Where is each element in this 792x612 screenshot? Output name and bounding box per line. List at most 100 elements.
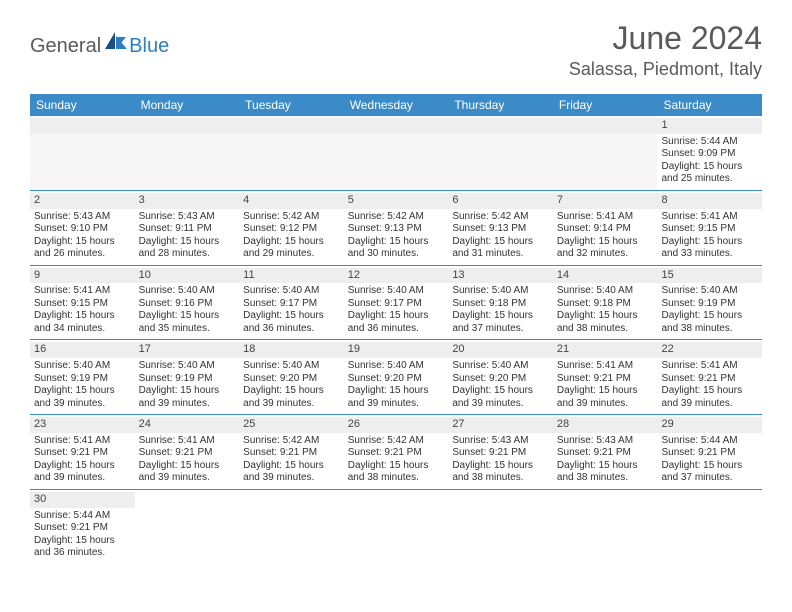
day-number: 18: [239, 342, 344, 358]
sunrise-text: Sunrise: 5:44 AM: [34, 510, 131, 523]
sunrise-text: Sunrise: 5:41 AM: [139, 435, 236, 448]
day-cell: 16 Sunrise: 5:40 AMSunset: 9:19 PMDayligh…: [30, 340, 135, 414]
day-cell: 15Sunrise: 5:40 AMSunset: 9:19 PMDayligh…: [657, 266, 762, 340]
day-number: 15: [657, 268, 762, 284]
day-header: Wednesday: [344, 94, 449, 116]
day-header: Tuesday: [239, 94, 344, 116]
daylight-text: Daylight: 15 hours and 37 minutes.: [452, 310, 549, 335]
sunrise-text: Sunrise: 5:40 AM: [243, 360, 340, 373]
sunrise-text: Sunrise: 5:40 AM: [348, 360, 445, 373]
day-cell: 23Sunrise: 5:41 AMSunset: 9:21 PMDayligh…: [30, 415, 135, 489]
day-number: 28: [553, 417, 658, 433]
day-cell: 6Sunrise: 5:42 AMSunset: 9:13 PMDaylight…: [448, 191, 553, 265]
sunrise-text: Sunrise: 5:40 AM: [139, 360, 236, 373]
sunset-text: Sunset: 9:21 PM: [34, 447, 131, 460]
day-cell: 14Sunrise: 5:40 AMSunset: 9:18 PMDayligh…: [553, 266, 658, 340]
day-number: 24: [135, 417, 240, 433]
day-cell: 19Sunrise: 5:40 AMSunset: 9:20 PMDayligh…: [344, 340, 449, 414]
daylight-text: Daylight: 15 hours and 39 minutes.: [34, 385, 131, 410]
sunset-text: Sunset: 9:19 PM: [34, 373, 131, 386]
daylight-text: Daylight: 15 hours and 37 minutes.: [661, 460, 758, 485]
sunset-text: Sunset: 9:19 PM: [661, 298, 758, 311]
day-cell: 29Sunrise: 5:44 AMSunset: 9:21 PMDayligh…: [657, 415, 762, 489]
day-cell: [344, 116, 449, 190]
sunrise-text: Sunrise: 5:42 AM: [243, 211, 340, 224]
sunset-text: Sunset: 9:21 PM: [661, 447, 758, 460]
day-cell: 24Sunrise: 5:41 AMSunset: 9:21 PMDayligh…: [135, 415, 240, 489]
daylight-text: Daylight: 15 hours and 35 minutes.: [139, 310, 236, 335]
daylight-text: Daylight: 15 hours and 36 minutes.: [34, 535, 131, 560]
day-cell: 9Sunrise: 5:41 AMSunset: 9:15 PMDaylight…: [30, 266, 135, 340]
sunrise-text: Sunrise: 5:41 AM: [557, 211, 654, 224]
day-number: 22: [657, 342, 762, 358]
sunrise-text: Sunrise: 5:42 AM: [348, 211, 445, 224]
week-row: 23Sunrise: 5:41 AMSunset: 9:21 PMDayligh…: [30, 415, 762, 490]
day-cell: 26Sunrise: 5:42 AMSunset: 9:21 PMDayligh…: [344, 415, 449, 489]
day-cell: 4 Sunrise: 5:42 AMSunset: 9:12 PMDaylight…: [239, 191, 344, 265]
logo-text-general: General: [30, 35, 101, 58]
day-number: 9: [30, 268, 135, 284]
week-row: 30Sunrise: 5:44 AMSunset: 9:21 PMDayligh…: [30, 490, 762, 564]
sunset-text: Sunset: 9:21 PM: [139, 447, 236, 460]
sunset-text: Sunset: 9:20 PM: [348, 373, 445, 386]
daylight-text: Daylight: 15 hours and 39 minutes.: [661, 385, 758, 410]
sail-icon: [105, 32, 127, 55]
daylight-text: Daylight: 15 hours and 29 minutes.: [243, 236, 340, 261]
day-number: 10: [135, 268, 240, 284]
day-number: 8: [657, 193, 762, 209]
daylight-text: Daylight: 15 hours and 38 minutes.: [348, 460, 445, 485]
sunset-text: Sunset: 9:14 PM: [557, 223, 654, 236]
sunset-text: Sunset: 9:18 PM: [452, 298, 549, 311]
daylight-text: Daylight: 15 hours and 39 minutes.: [34, 460, 131, 485]
day-cell: 28Sunrise: 5:43 AMSunset: 9:21 PMDayligh…: [553, 415, 658, 489]
sunset-text: Sunset: 9:18 PM: [557, 298, 654, 311]
day-number: 4: [239, 193, 344, 209]
sunset-text: Sunset: 9:21 PM: [557, 447, 654, 460]
day-number: 7: [553, 193, 658, 209]
day-number: 16: [30, 342, 135, 358]
day-cell: 21Sunrise: 5:41 AMSunset: 9:21 PMDayligh…: [553, 340, 658, 414]
daylight-text: Daylight: 15 hours and 36 minutes.: [348, 310, 445, 335]
daylight-text: Daylight: 15 hours and 28 minutes.: [139, 236, 236, 261]
sunset-text: Sunset: 9:13 PM: [452, 223, 549, 236]
sunset-text: Sunset: 9:11 PM: [139, 223, 236, 236]
day-number: 23: [30, 417, 135, 433]
location: Salassa, Piedmont, Italy: [569, 59, 762, 80]
sunset-text: Sunset: 9:21 PM: [348, 447, 445, 460]
title-block: June 2024 Salassa, Piedmont, Italy: [569, 20, 762, 80]
sunset-text: Sunset: 9:17 PM: [348, 298, 445, 311]
day-number-empty: [239, 118, 344, 134]
sunset-text: Sunset: 9:12 PM: [243, 223, 340, 236]
logo: General Blue: [30, 20, 169, 61]
day-number: 17: [135, 342, 240, 358]
sunrise-text: Sunrise: 5:42 AM: [452, 211, 549, 224]
daylight-text: Daylight: 15 hours and 25 minutes.: [661, 161, 758, 186]
day-cell: [553, 490, 658, 564]
daylight-text: Daylight: 15 hours and 39 minutes.: [348, 385, 445, 410]
day-number: 2: [30, 193, 135, 209]
day-number: 30: [30, 492, 135, 508]
day-number: 13: [448, 268, 553, 284]
sunrise-text: Sunrise: 5:40 AM: [243, 285, 340, 298]
sunset-text: Sunset: 9:15 PM: [661, 223, 758, 236]
sunset-text: Sunset: 9:15 PM: [34, 298, 131, 311]
day-cell: 8Sunrise: 5:41 AMSunset: 9:15 PMDaylight…: [657, 191, 762, 265]
daylight-text: Daylight: 15 hours and 33 minutes.: [661, 236, 758, 261]
sunrise-text: Sunrise: 5:41 AM: [34, 285, 131, 298]
sunset-text: Sunset: 9:19 PM: [139, 373, 236, 386]
day-cell: 11Sunrise: 5:40 AMSunset: 9:17 PMDayligh…: [239, 266, 344, 340]
daylight-text: Daylight: 15 hours and 38 minutes.: [452, 460, 549, 485]
sunrise-text: Sunrise: 5:44 AM: [661, 136, 758, 149]
sunset-text: Sunset: 9:10 PM: [34, 223, 131, 236]
day-cell: [239, 490, 344, 564]
day-cell: 2Sunrise: 5:43 AMSunset: 9:10 PMDaylight…: [30, 191, 135, 265]
sunrise-text: Sunrise: 5:40 AM: [452, 285, 549, 298]
daylight-text: Daylight: 15 hours and 38 minutes.: [557, 460, 654, 485]
daylight-text: Daylight: 15 hours and 30 minutes.: [348, 236, 445, 261]
day-number-empty: [448, 118, 553, 134]
daylight-text: Daylight: 15 hours and 38 minutes.: [557, 310, 654, 335]
day-cell: 30Sunrise: 5:44 AMSunset: 9:21 PMDayligh…: [30, 490, 135, 564]
day-cell: 7Sunrise: 5:41 AMSunset: 9:14 PMDaylight…: [553, 191, 658, 265]
sunrise-text: Sunrise: 5:40 AM: [34, 360, 131, 373]
sunrise-text: Sunrise: 5:43 AM: [452, 435, 549, 448]
